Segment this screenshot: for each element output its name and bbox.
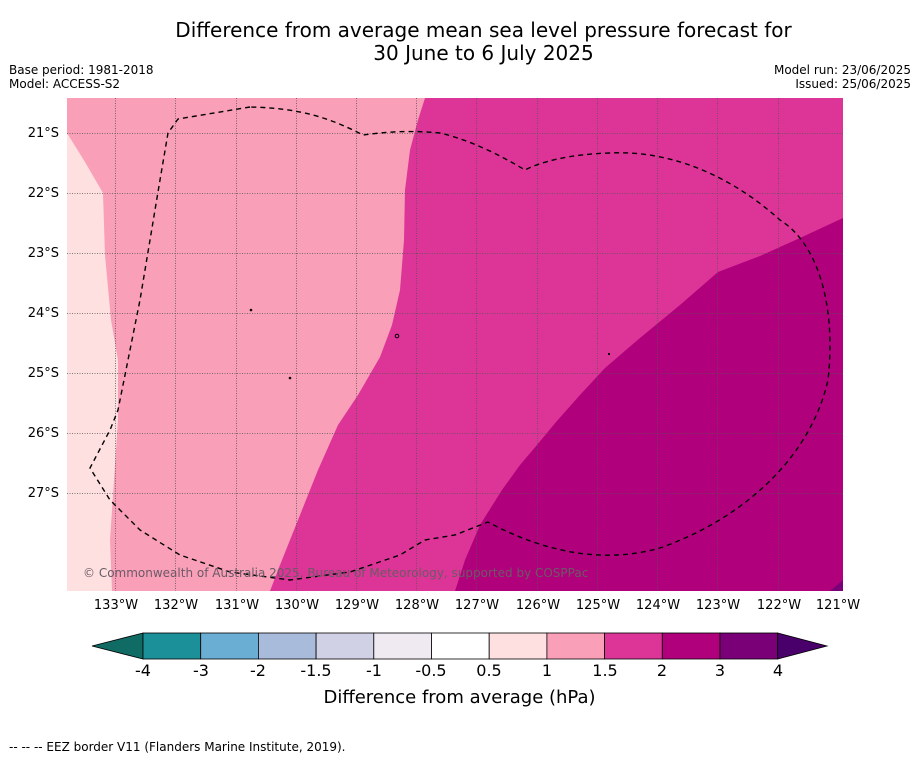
map-title-line2: 30 June to 6 July 2025	[373, 41, 594, 65]
lon-label: 124°W	[635, 598, 681, 613]
colorbar-segment	[373, 632, 432, 660]
copyright-notice: © Commonwealth of Australia 2025, Bureau…	[83, 566, 589, 580]
region-3-4	[830, 580, 843, 591]
lat-label: 27°S	[27, 486, 59, 501]
colorbar-segment	[315, 632, 375, 660]
lon-label: 130°W	[274, 598, 320, 613]
lon-label: 131°W	[214, 598, 260, 613]
lon-label: 127°W	[454, 598, 500, 613]
lon-label: 121°W	[815, 598, 861, 613]
colorbar-tick-label: 2	[656, 661, 668, 680]
eez-legend-note: -- -- -- EEZ border V11 (Flanders Marine…	[9, 740, 346, 754]
lon-label: 126°W	[515, 598, 561, 613]
lon-label: 128°W	[394, 598, 440, 613]
colorbar-extend-low	[91, 632, 144, 660]
colorbar-tick-label: -1	[366, 661, 382, 680]
region-2-3	[455, 218, 843, 591]
colorbar-tick-label: 1	[541, 661, 553, 680]
lon-label: 122°W	[756, 598, 802, 613]
lat-label: 24°S	[27, 306, 59, 321]
model-name: Model: ACCESS-S2	[9, 77, 121, 91]
colorbar-segment	[604, 632, 663, 660]
colorbar-title: Difference from average (hPa)	[323, 687, 596, 708]
colorbar-segment	[257, 632, 317, 660]
colorbar-tick-label: 0.5	[476, 661, 502, 680]
map-fill-regions	[67, 98, 843, 591]
lat-label: 26°S	[27, 426, 59, 441]
issued-date: Issued: 25/06/2025	[795, 77, 911, 91]
lat-label: 23°S	[27, 246, 59, 261]
colorbar-segment	[431, 632, 490, 660]
lon-label: 123°W	[695, 598, 741, 613]
colorbar-tick-label: 3	[714, 661, 726, 680]
colorbar-tick-label: -0.5	[415, 661, 447, 680]
colorbar-segment	[142, 632, 202, 660]
lat-label: 22°S	[27, 186, 59, 201]
lon-label: 129°W	[334, 598, 380, 613]
lon-label: 133°W	[93, 598, 139, 613]
colorbar-segment	[200, 632, 259, 660]
colorbar-segment	[546, 632, 606, 660]
colorbar-segment	[661, 632, 721, 660]
lon-label: 125°W	[575, 598, 621, 613]
colorbar-tick-label: -2	[250, 661, 266, 680]
model-run: Model run: 23/06/2025	[773, 63, 911, 77]
colorbar-tick-label: -3	[193, 661, 209, 680]
colorbar-segment	[719, 632, 779, 660]
islands	[249, 308, 611, 380]
meta-right: Model run: 23/06/2025 Issued: 25/06/2025	[774, 63, 911, 91]
colorbar-tick-label: 4	[772, 661, 784, 680]
map-gridlines	[67, 98, 843, 591]
map-title-line1: Difference from average mean sea level p…	[175, 18, 792, 42]
lat-label: 21°S	[27, 126, 59, 141]
colorbar	[91, 632, 829, 660]
meta-left: Base period: 1981-2018 Model: ACCESS-S2	[9, 63, 154, 91]
colorbar-extend-high	[777, 632, 829, 660]
colorbar-segment	[488, 632, 548, 660]
colorbar-tick-label: -1.5	[300, 661, 332, 680]
lon-label: 132°W	[153, 598, 199, 613]
lat-label: 25°S	[27, 366, 59, 381]
colorbar-tick-label: -4	[135, 661, 151, 680]
base-period: Base period: 1981-2018	[9, 63, 154, 77]
colorbar-tick-label: 1.5	[592, 661, 618, 680]
